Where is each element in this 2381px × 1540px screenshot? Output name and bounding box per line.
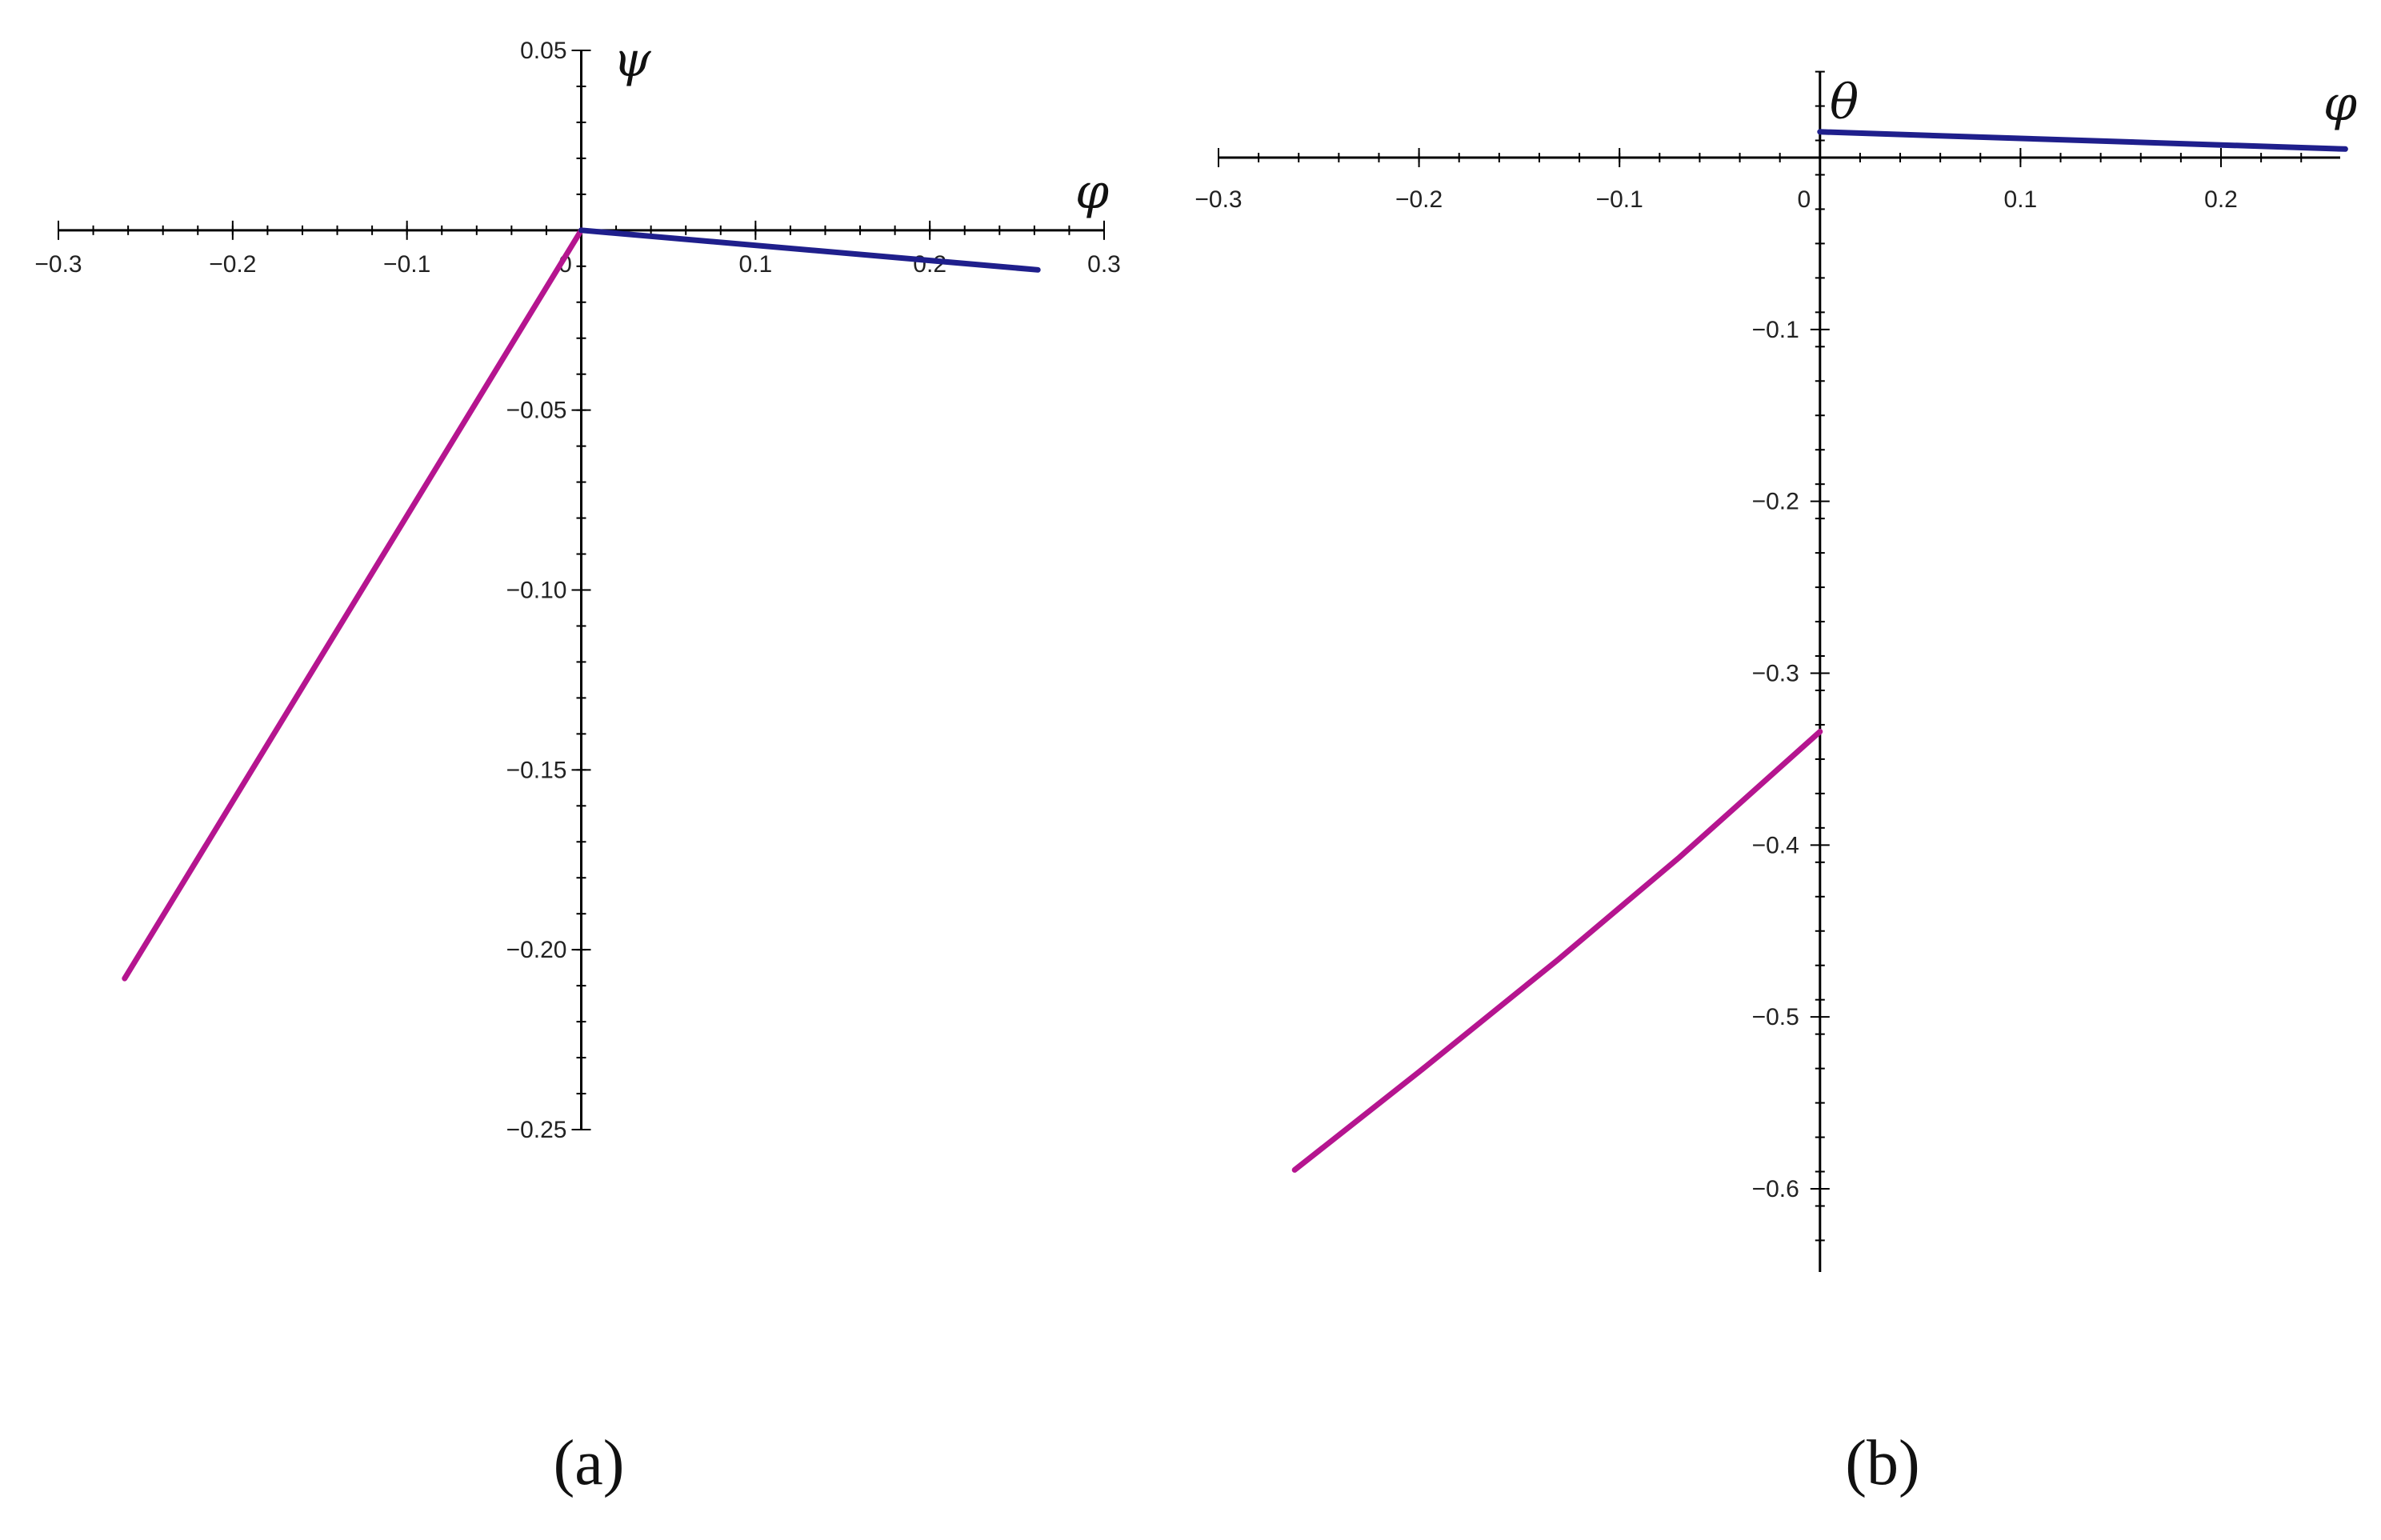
panel-a-x-tick-label: 0.1 — [738, 251, 772, 278]
panel-b-y-tick-label: −0.5 — [1752, 1004, 1799, 1030]
panel-b-x-axis-label: φ — [2323, 76, 2357, 132]
panel-b-x-tick-label: −0.3 — [1195, 186, 1242, 213]
panel-a-y-tick-label: −0.05 — [506, 398, 567, 424]
panel-b-series-line-1 — [1291, 729, 1823, 1173]
panel-b-y-tick-label: −0.1 — [1752, 317, 1799, 343]
panel-a-y-tick-label: 0.05 — [520, 38, 566, 64]
panel-a-y-tick-label: −0.10 — [506, 578, 567, 604]
panel-b-x-tick-label: 0.1 — [2004, 186, 2038, 213]
panel-a-y-axis-label: ψ — [613, 32, 651, 88]
panel-a-y-tick-label: −0.15 — [506, 757, 567, 783]
panel-a-series-line-2 — [578, 227, 1041, 273]
panel-b-x-tick-label: −0.2 — [1395, 186, 1443, 213]
panel-b-y-tick-label: −0.3 — [1752, 661, 1799, 687]
panel-b-x-tick-label: 0 — [1797, 186, 1811, 213]
panel-a-y-tick-label: −0.25 — [506, 1117, 567, 1143]
panel-b-x-tick-label: −0.1 — [1596, 186, 1643, 213]
panel-a-x-tick-label: −0.3 — [34, 251, 82, 278]
panel-b-series-line-2 — [1817, 129, 2348, 152]
panel-a-series-line-1 — [122, 227, 584, 982]
panel-b-y-axis-label: θ — [1830, 74, 1859, 130]
panel-b-y-tick-label: −0.2 — [1752, 489, 1799, 515]
panel-a-x-tick-label: 0.2 — [913, 251, 946, 278]
panel-a-caption: (a) — [554, 1428, 625, 1498]
panel-a-x-axis-label: φ — [1075, 164, 1109, 220]
panel-a-x-tick-label: −0.1 — [383, 251, 430, 278]
panel-b-y-tick-label: −0.4 — [1752, 832, 1799, 858]
panel-a-x-tick-label: 0.3 — [1087, 251, 1121, 278]
panel-b-y-tick-label: −0.6 — [1752, 1176, 1799, 1202]
panel-b-plot: −0.3 −0.2 −0.1 0 0.1 0.2 −0.1 −0.2 −0.3 −0.4 −0.5 −… — [1195, 70, 2357, 1272]
panel-b-caption: (b) — [1845, 1428, 1919, 1498]
panel-a-plot: −0.3 −0.2 −0.1 0 0.1 0.2 0.30.05−0.05−0.10−0.1… — [34, 32, 1120, 1143]
panel-a-x-tick-label: −0.2 — [209, 251, 256, 278]
panel-a-y-tick-label: −0.20 — [506, 937, 567, 963]
panel-b-x-tick-label: 0.2 — [2204, 186, 2238, 213]
